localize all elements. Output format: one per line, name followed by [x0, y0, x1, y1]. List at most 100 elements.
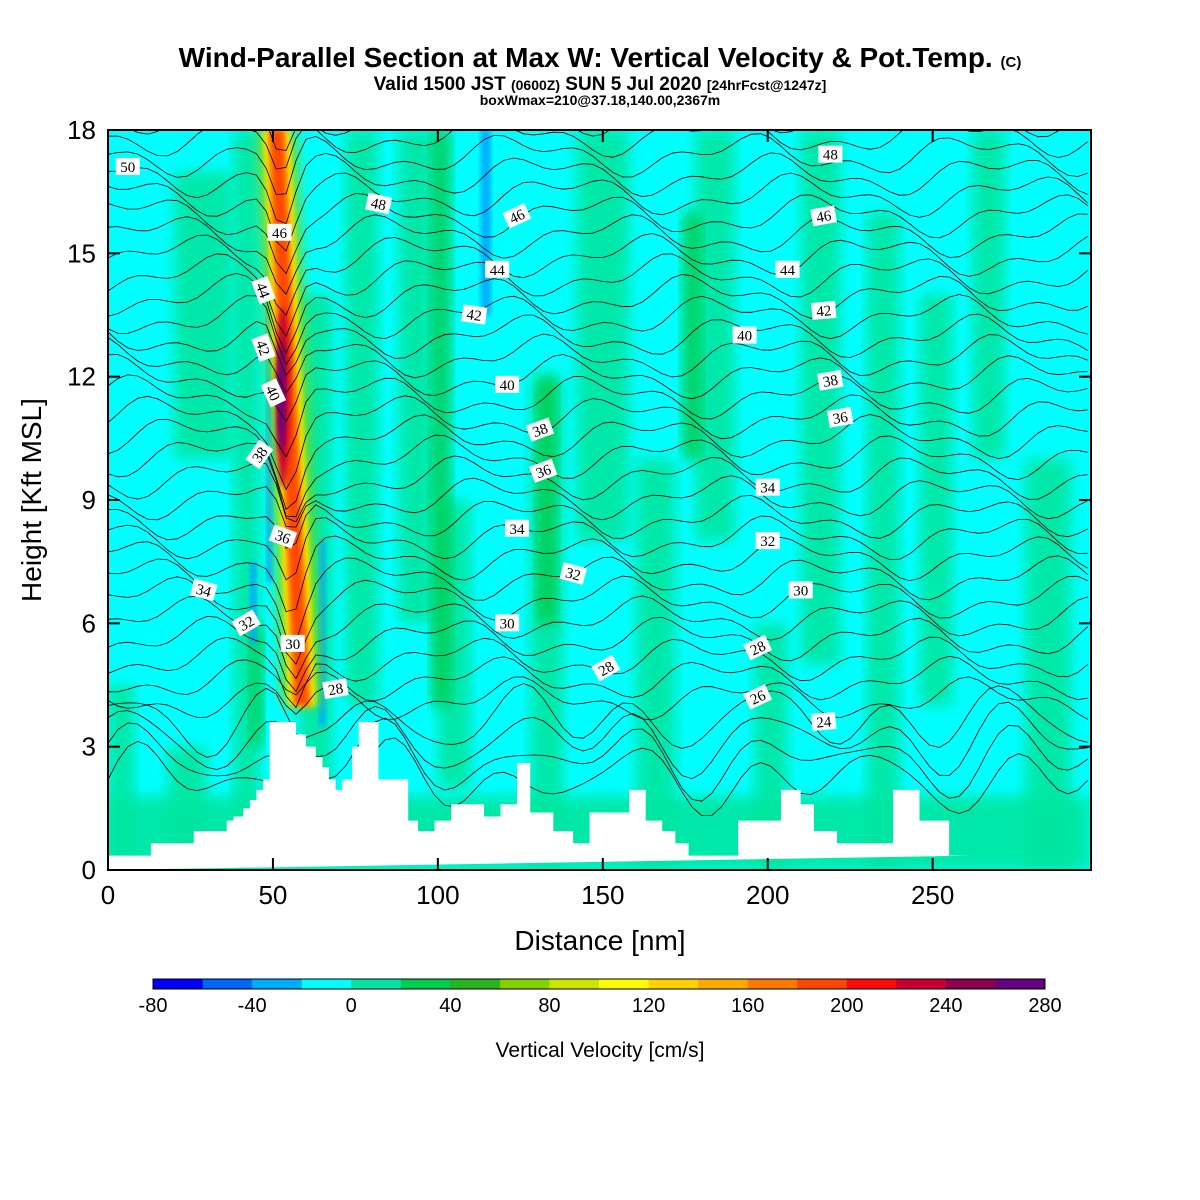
svg-text:26: 26 [748, 688, 769, 709]
svg-text:48: 48 [823, 148, 838, 164]
contour-label: 48 [365, 192, 393, 214]
forecast-info: [24hrFcst@1247z] [706, 77, 827, 93]
y-tick-label: 12 [67, 362, 96, 392]
svg-text:46: 46 [815, 208, 833, 226]
colorbar-tick-label: 40 [439, 995, 461, 1017]
colorbar-swatch [301, 979, 352, 989]
contour-label: 30 [788, 581, 813, 599]
colorbar-swatch [698, 979, 749, 989]
contour-label: 32 [755, 532, 780, 550]
y-tick-label: 9 [82, 485, 96, 515]
x-tick-label: 100 [416, 880, 459, 910]
contour-label: 46 [267, 223, 292, 242]
svg-text:46: 46 [272, 226, 288, 242]
colorbar: -80 -40 0 40 80 120 160 200 240 280 [139, 978, 1062, 1017]
svg-text:28: 28 [596, 659, 617, 680]
valid-date: SUN 5 Jul 2020 [565, 74, 702, 95]
colorbar-swatch [896, 979, 947, 989]
contour-label: 30 [495, 614, 520, 632]
contour-label: 46 [502, 203, 532, 229]
colorbar-swatch [202, 979, 253, 989]
svg-text:32: 32 [564, 565, 583, 584]
contour-label: 26 [743, 684, 773, 710]
svg-text:44: 44 [780, 263, 796, 279]
x-tick-label: 0 [101, 880, 115, 910]
contour-label: 34 [755, 478, 780, 497]
contour-label: 36 [826, 406, 854, 428]
svg-text:30: 30 [285, 637, 300, 653]
x-tick-label: 50 [258, 880, 287, 910]
x-tick-label: 200 [746, 880, 789, 910]
svg-text:36: 36 [273, 528, 293, 548]
svg-text:46: 46 [507, 207, 528, 228]
colorbar-swatch [450, 979, 501, 989]
colorbar-swatch [648, 979, 699, 989]
y-axis-title: Height [Kft MSL] [16, 398, 47, 602]
contour-label: 38 [245, 439, 274, 470]
contour-label: 40 [260, 378, 287, 408]
contour-label: 44 [775, 260, 800, 279]
colorbar-tick-label: -40 [238, 995, 267, 1017]
svg-text:50: 50 [120, 160, 135, 176]
colorbar-tick-label: 200 [830, 995, 863, 1017]
colorbar-swatch [549, 979, 600, 989]
valid-prefix: Valid 1500 JST [373, 74, 506, 95]
svg-text:38: 38 [531, 421, 551, 441]
colorbar-swatch [153, 979, 204, 989]
svg-text:32: 32 [237, 614, 258, 635]
contour-label: 42 [251, 333, 276, 362]
contour-label: 24 [811, 711, 837, 732]
colorbar-frame [152, 978, 1046, 990]
colorbar-tick-label: 280 [1028, 995, 1061, 1017]
svg-text:34: 34 [194, 582, 213, 601]
svg-text:34: 34 [510, 522, 526, 538]
colorbar-tick-label: 160 [731, 995, 764, 1017]
colorbar-swatch [351, 979, 402, 989]
colorbar-swatch [797, 979, 848, 989]
svg-text:40: 40 [262, 383, 283, 403]
colorbar-swatch [945, 979, 996, 989]
contour-label: 28 [591, 654, 621, 682]
svg-text:44: 44 [490, 263, 506, 279]
svg-text:34: 34 [760, 481, 776, 497]
x-tick-label: 150 [581, 880, 624, 910]
svg-text:38: 38 [822, 373, 840, 391]
colorbar-tick-label: 240 [929, 995, 962, 1017]
plot-area: 50 48 48 46 46 46 44 44 44 42 42 42 40 40 40 38 38 38 36 36… [108, 130, 1091, 870]
svg-text:36: 36 [534, 462, 554, 482]
colorbar-swatch [599, 979, 650, 989]
x-tick-label: 250 [911, 880, 954, 910]
contour-label: 40 [495, 375, 520, 394]
y-tick-label: 3 [82, 732, 96, 762]
contour-label: 36 [529, 458, 558, 483]
svg-text:40: 40 [500, 378, 515, 394]
colorbar-tick-label: 0 [346, 995, 357, 1017]
y-tick-label: 6 [82, 608, 96, 638]
contour-label: 30 [280, 634, 305, 653]
svg-text:36: 36 [832, 409, 850, 427]
contour-label: 38 [817, 369, 844, 391]
svg-text:24: 24 [816, 714, 833, 731]
svg-text:40: 40 [737, 329, 752, 345]
contour-label: 40 [732, 326, 757, 345]
colorbar-swatch [499, 979, 550, 989]
contour-label: 44 [485, 260, 510, 279]
svg-text:42: 42 [465, 307, 482, 325]
terrain [108, 722, 973, 870]
svg-text:30: 30 [500, 616, 515, 632]
contour-label: 34 [505, 519, 530, 538]
colorbar-tick-label: 80 [538, 995, 560, 1017]
valid-time: Valid 1500 JST (0600Z) SUN 5 Jul 2020 [2… [0, 74, 1200, 96]
contour-label: 44 [251, 275, 276, 305]
contour-label: 28 [322, 678, 349, 699]
contour-label: 32 [559, 562, 588, 585]
svg-text:30: 30 [793, 583, 808, 599]
colorbar-tick-label: 120 [632, 995, 665, 1017]
y-tick-label: 15 [67, 238, 96, 268]
colorbar-swatch [252, 979, 303, 989]
svg-text:32: 32 [760, 534, 775, 550]
contour-label: 32 [231, 609, 261, 637]
y-tick-label: 18 [67, 115, 96, 145]
